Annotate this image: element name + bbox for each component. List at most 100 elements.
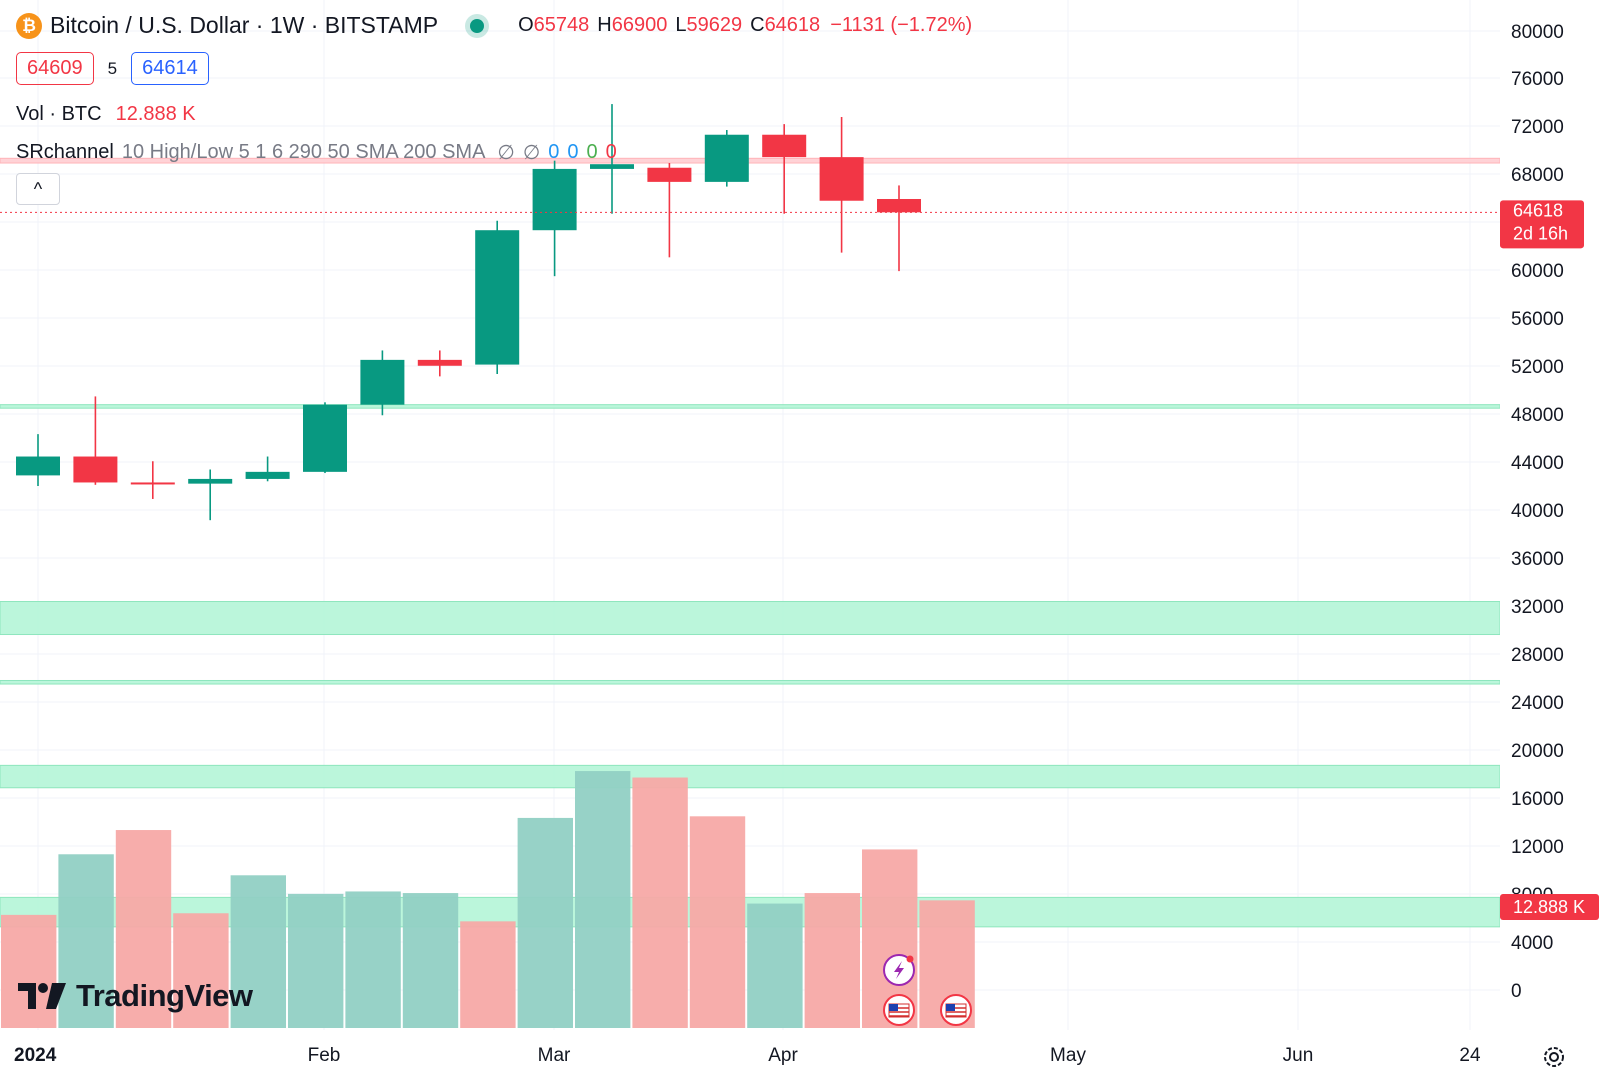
flag-canton (889, 1004, 898, 1011)
price-axis-label: 32000 (1511, 597, 1564, 618)
volume-value: 12.888 K (115, 103, 196, 125)
events[interactable] (883, 954, 972, 1026)
time-axis-label: Apr (768, 1045, 798, 1066)
indicator-legend[interactable]: SRchannel 10 High/Low 5 1 6 290 50 SMA 2… (16, 140, 617, 165)
candle-body (130, 482, 175, 485)
axes[interactable]: 8000076000720006800064000600005600052000… (14, 0, 1600, 1073)
open-value: 65748 (533, 14, 590, 36)
tradingview-mark-icon (18, 983, 66, 1009)
bitcoin-icon: ₿ (16, 12, 42, 39)
symbol-title[interactable]: Bitcoin / U.S. Dollar · 1W · BITSTAMP (50, 12, 439, 38)
spread-value: 5 (107, 58, 118, 78)
candle-body (360, 359, 405, 405)
candle-body (877, 198, 921, 213)
indicator-value-4: 0 (586, 141, 598, 163)
indicator-value-3: 0 (567, 141, 579, 163)
bid-ask-row[interactable]: 64609 5 64614 (16, 52, 209, 85)
price-axis-label: 68000 (1511, 165, 1564, 186)
price-axis-label: 36000 (1511, 549, 1564, 570)
candle-body (590, 164, 634, 169)
price-axis-label: 52000 (1511, 357, 1564, 378)
price-axis-label: 16000 (1511, 789, 1564, 810)
sr-zones (0, 157, 1501, 928)
volume-bar (402, 893, 459, 1028)
change-value: −1131 (−1.72%) (830, 14, 973, 36)
candle-body (819, 157, 864, 201)
indicator-value-1: ∅ (522, 142, 541, 164)
sr-zone (0, 601, 1501, 636)
volume-bar (173, 913, 229, 1028)
sr-zone (0, 764, 1501, 789)
flag-canton (946, 1004, 955, 1011)
market-open-status-icon (470, 18, 485, 33)
chevron-up-icon: ^ (33, 178, 43, 199)
volume-bar (517, 817, 573, 1028)
volume-legend[interactable]: Vol · BTC 12.888 K (16, 103, 196, 126)
volume-bar (575, 771, 631, 1028)
volume-tag (1500, 894, 1599, 920)
price-axis-label: 24000 (1511, 693, 1564, 714)
indicator-value-2: 0 (548, 141, 560, 163)
sr-zone (0, 404, 1501, 409)
low-value: 59629 (686, 14, 743, 36)
candle-body (245, 471, 290, 479)
volume-bar (345, 891, 401, 1028)
volume-bar (288, 893, 344, 1028)
time-axis-label: 2024 (14, 1045, 57, 1066)
sell-button[interactable]: 64609 (16, 52, 94, 85)
price-axis-label: 48000 (1511, 405, 1564, 426)
volume-bar (460, 921, 516, 1028)
gear-inner (1549, 1052, 1559, 1062)
tradingview-logo[interactable]: TradingView (18, 978, 253, 1014)
high-value: 66900 (611, 14, 668, 36)
candle-body (188, 478, 233, 484)
buy-button[interactable]: 64614 (131, 52, 209, 85)
candle-body (762, 134, 807, 158)
volume-bar (689, 816, 746, 1028)
settings-gear-icon[interactable] (1544, 1047, 1564, 1067)
time-axis-label: May (1050, 1045, 1086, 1066)
time-axis-label: Feb (308, 1045, 341, 1066)
low-label: L (675, 14, 687, 36)
candle-body (647, 167, 692, 182)
us-flag-event-icon[interactable] (883, 994, 915, 1026)
volume-tag-value: 12.888 K (1513, 897, 1585, 917)
lightning-bolt (894, 961, 904, 979)
volume-bar (804, 893, 860, 1028)
time-axis-label: Jun (1283, 1045, 1314, 1066)
lightning-event-icon[interactable] (883, 954, 915, 986)
price-axis-label: 0 (1511, 981, 1522, 1002)
volume-bar (747, 903, 803, 1028)
candle-body (73, 456, 118, 483)
gear-outer (1544, 1047, 1564, 1067)
last-price-tag-value: 64618 (1513, 200, 1563, 220)
symbol-legend[interactable]: ₿ Bitcoin / U.S. Dollar · 1W · BITSTAMP … (16, 12, 972, 39)
indicator-value-0: ∅ (497, 142, 515, 164)
indicator-name[interactable]: SRchannel (16, 141, 114, 163)
us-flag-event-icon[interactable] (940, 994, 972, 1026)
indicator-params: 10 High/Low 5 1 6 290 50 SMA 200 SMA (121, 141, 486, 163)
close-label: C (750, 14, 765, 36)
price-axis-label: 20000 (1511, 741, 1564, 762)
collapse-legend-button[interactable]: ^ (16, 173, 60, 205)
sr-zone (0, 679, 1501, 685)
volume-bars (1, 771, 975, 1028)
high-label: H (597, 14, 612, 36)
open-label: O (518, 14, 534, 36)
price-axis-label: 80000 (1511, 22, 1564, 43)
price-axis-label: 72000 (1511, 117, 1564, 138)
candle-body (303, 404, 347, 472)
candles[interactable] (16, 104, 921, 521)
time-axis-label: 24 (1459, 1045, 1481, 1066)
price-axis-label: 44000 (1511, 453, 1564, 474)
volume-bar (632, 777, 688, 1028)
candle-body (475, 230, 520, 365)
indicator-value-5: 0 (605, 141, 617, 163)
price-axis-label: 56000 (1511, 309, 1564, 330)
price-axis-label: 4000 (1511, 933, 1553, 954)
price-axis-label: 76000 (1511, 69, 1564, 90)
volume-bar (1, 914, 57, 1028)
candle-body (532, 168, 577, 231)
candle-body (16, 456, 60, 476)
